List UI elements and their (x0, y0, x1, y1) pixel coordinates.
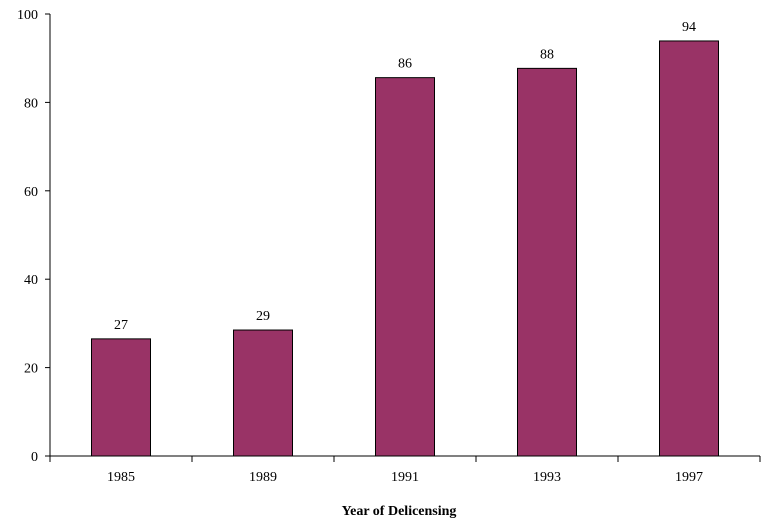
x-tick-label: 1985 (107, 470, 135, 485)
y-tick-label: 60 (24, 185, 38, 200)
plot-area: 0 20 40 60 80 100 27 1985 29 1989 86 1991 88 1993 94 19… (17, 8, 761, 485)
bar (233, 329, 293, 457)
data-label: 88 (540, 47, 554, 62)
bar (659, 40, 719, 457)
bar (375, 77, 435, 457)
data-label: 86 (398, 57, 412, 72)
data-label: 29 (256, 309, 270, 324)
bar (517, 67, 577, 457)
x-tick-label: 1993 (533, 470, 561, 485)
data-label: 27 (114, 318, 128, 333)
bar (91, 338, 151, 457)
y-tick-label: 80 (24, 96, 38, 111)
x-tick-label: 1991 (391, 470, 419, 485)
y-tick-label: 20 (24, 362, 38, 377)
y-tick-label: 0 (31, 450, 38, 465)
y-tick-label: 100 (17, 8, 38, 23)
y-tick-label: 40 (24, 273, 38, 288)
x-tick-label: 1997 (675, 470, 703, 485)
data-label: 94 (682, 20, 696, 35)
x-axis-title: Year of Delicensing (342, 504, 457, 519)
x-tick-label: 1989 (249, 470, 277, 485)
